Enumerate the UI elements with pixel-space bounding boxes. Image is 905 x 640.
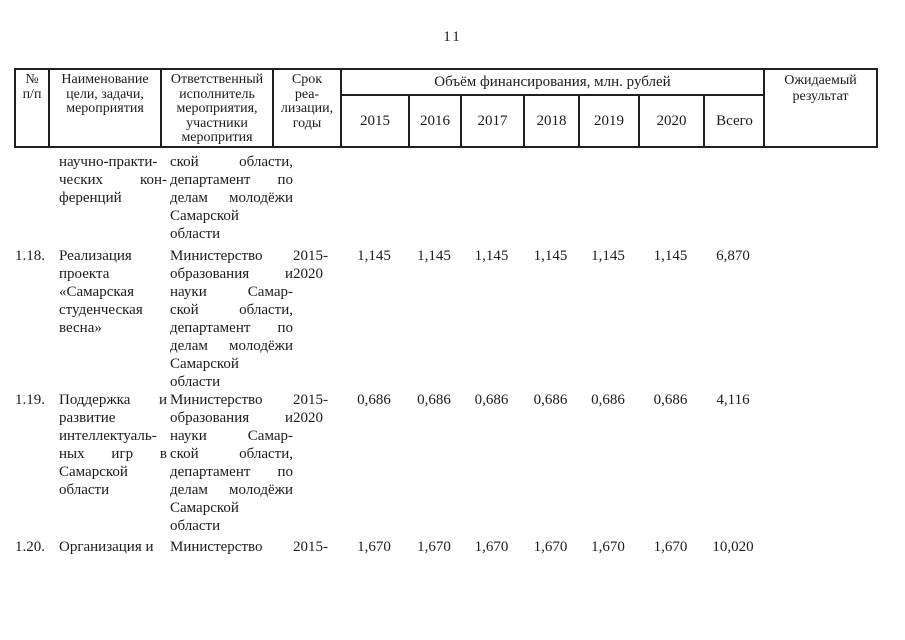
row-number-cell: 1.20. [15, 539, 45, 555]
financing-value-2017: 1,670 [474, 539, 509, 555]
header-year-total: Всего [716, 112, 753, 129]
header-cell-term: Срок реа-лизации, годы [274, 70, 342, 146]
activity-name-cell: научно-практи-ческих кон-ференций [59, 154, 167, 206]
financing-value-2016: 1,145 [417, 248, 451, 264]
header-year-2020: 2020 [640, 96, 705, 146]
header-cell-executor: Ответственный исполнитель мероприятия, учас… [162, 70, 274, 146]
activity-name-cell: Поддержка и развитие интеллектуаль-ных игр… [59, 392, 167, 498]
header-year-2017: 2017 [462, 96, 525, 146]
executor-cell: Министерство образования и науки Самар-ско… [170, 248, 293, 390]
term-cell: 2015- 2020 [293, 248, 328, 282]
financing-value-2019: 1,145 [591, 248, 625, 264]
header-year-2015: 2015 [342, 96, 410, 146]
activity-name-cell: Реализация проекта «Самарская студенческая в… [59, 248, 143, 336]
page-number: 11 [443, 29, 462, 45]
financing-year-row: 2015 2016 2017 2018 2019 2020 Всего [342, 96, 763, 146]
financing-value-2019: 1,670 [591, 539, 625, 555]
executor-cell: ской области, департамент по делам молодёж… [170, 154, 293, 242]
financing-value-2017: 1,145 [474, 248, 509, 264]
row-number-cell: 1.19. [15, 392, 45, 408]
header-group-financing: Объём финансирования, млн. рублей 2015 2… [342, 70, 765, 146]
header-cell-expected-result: Ожидаемый результат [784, 73, 857, 104]
financing-value-2020: 1,145 [653, 248, 688, 264]
financing-title: Объём финансирования, млн. рублей [342, 70, 763, 96]
executor-cell: Министерство [170, 539, 263, 555]
financing-value-2016: 1,670 [417, 539, 451, 555]
financing-value-total: 4,116 [716, 392, 750, 408]
financing-value-2016: 0,686 [417, 392, 451, 408]
financing-value-2017: 0,686 [474, 392, 509, 408]
financing-value-total: 10,020 [712, 539, 754, 555]
header-year-2016: 2016 [410, 96, 462, 146]
financing-value-2018: 0,686 [533, 392, 568, 408]
financing-value-2020: 0,686 [653, 392, 688, 408]
header-year-2019: 2019 [580, 96, 640, 146]
financing-value-total: 6,870 [716, 248, 750, 264]
financing-value-2018: 1,145 [533, 248, 568, 264]
term-cell: 2015- [293, 539, 328, 555]
financing-value-2015: 1,670 [357, 539, 391, 555]
executor-cell: Министерство образования и науки Самар-ско… [170, 392, 293, 534]
activity-name-cell: Организация и [59, 539, 154, 555]
row-number-cell: 1.18. [15, 248, 45, 264]
financing-value-2015: 1,145 [357, 248, 391, 264]
header-cell-number: № п/п [16, 70, 50, 146]
table-header: № п/п Наименование цели, задачи, мероприяти… [14, 68, 878, 148]
financing-value-2018: 1,670 [533, 539, 568, 555]
term-cell: 2015- 2020 [293, 392, 328, 426]
header-cell-activity-name: Наименование цели, задачи, мероприятия [50, 70, 162, 146]
header-year-2018: 2018 [525, 96, 580, 146]
financing-value-2015: 0,686 [357, 392, 391, 408]
financing-value-2019: 0,686 [591, 392, 625, 408]
financing-value-2020: 1,670 [653, 539, 688, 555]
